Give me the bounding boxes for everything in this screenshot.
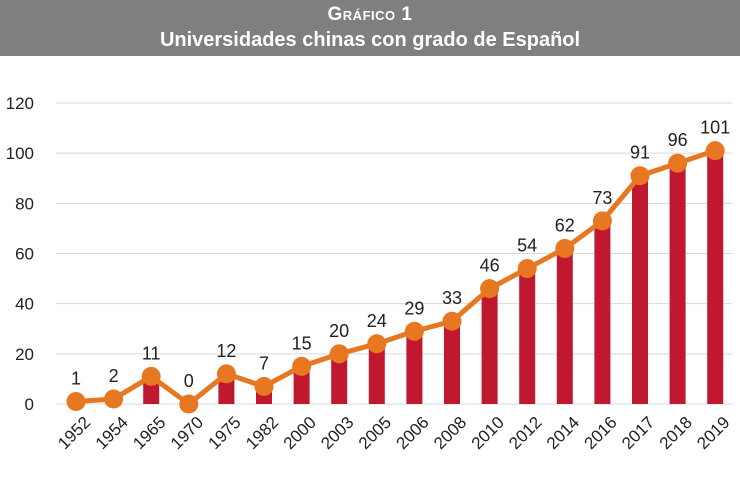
- x-tick-label: 2000: [280, 413, 320, 453]
- x-tick-label: 2012: [505, 413, 545, 453]
- bar: [707, 150, 724, 404]
- bar: [406, 331, 423, 404]
- data-point: [592, 211, 612, 231]
- x-tick-label: 1952: [54, 413, 94, 453]
- data-label: 15: [292, 333, 312, 353]
- x-tick-label: 2014: [543, 413, 583, 453]
- y-tick-label: 120: [6, 94, 34, 113]
- bar: [481, 288, 498, 404]
- data-label: 101: [700, 118, 730, 138]
- x-tick-label: 1975: [205, 413, 245, 453]
- y-tick-label: 0: [25, 395, 34, 414]
- data-point: [404, 321, 424, 341]
- data-label: 12: [216, 341, 236, 361]
- bar: [669, 163, 686, 404]
- bar: [519, 268, 536, 404]
- x-tick-label: 1954: [92, 413, 132, 453]
- data-point: [480, 279, 500, 299]
- grid-lines: [56, 102, 732, 405]
- x-tick-label: 2006: [393, 413, 433, 453]
- data-label: 62: [555, 215, 575, 235]
- chart-title: Universidades chinas con grado de Españo…: [159, 29, 581, 51]
- x-tick-label: 1970: [167, 413, 207, 453]
- data-label: 46: [480, 256, 500, 276]
- x-tick-label: 2018: [656, 413, 696, 453]
- bar: [368, 343, 385, 404]
- data-point: [254, 376, 274, 396]
- bar: [632, 175, 648, 404]
- y-tick-label: 60: [15, 245, 34, 264]
- y-tick-label: 80: [15, 194, 34, 213]
- data-point: [292, 356, 312, 376]
- x-tick-label: 2003: [317, 413, 357, 453]
- x-tick-label: 1982: [242, 413, 282, 453]
- bar: [556, 248, 573, 404]
- data-label: 24: [367, 311, 387, 331]
- data-label: 11: [142, 343, 161, 363]
- x-tick-label: 2005: [355, 413, 395, 453]
- bar: [293, 366, 310, 404]
- data-point: [630, 166, 650, 186]
- data-point: [442, 311, 462, 331]
- data-point: [517, 259, 537, 279]
- bar: [594, 220, 611, 404]
- y-axis-ticks: 0 20 40 60 80 100 120: [6, 94, 34, 414]
- x-tick-label: 2010: [468, 413, 508, 453]
- bar: [331, 353, 348, 404]
- y-tick-label: 100: [6, 144, 34, 163]
- data-label: 96: [668, 130, 688, 150]
- data-point: [367, 334, 387, 354]
- data-label: 1: [71, 368, 81, 388]
- bar-series: [68, 150, 724, 404]
- data-label: 29: [404, 298, 424, 318]
- data-label: 0: [184, 371, 194, 391]
- line-series: [75, 148, 716, 407]
- data-point: [705, 141, 725, 161]
- data-label: 33: [442, 288, 462, 308]
- data-point: [179, 394, 199, 414]
- x-tick-label: 2019: [693, 413, 733, 453]
- data-label: 20: [329, 321, 349, 341]
- data-point: [329, 344, 349, 364]
- y-tick-label: 40: [15, 295, 34, 314]
- line-points: [66, 141, 725, 414]
- data-label: 73: [592, 188, 612, 208]
- series-line: [75, 148, 716, 407]
- data-label: 54: [517, 236, 537, 256]
- x-axis-ticks: 1952195419651970197519822000200320052006…: [54, 413, 733, 453]
- chart-header: Gráfico 1 Universidades chinas con grado…: [0, 0, 740, 56]
- x-tick-label: 2017: [618, 413, 658, 453]
- bar: [444, 321, 460, 404]
- y-tick-label: 20: [15, 345, 34, 364]
- chart-kicker: Gráfico 1: [327, 4, 413, 25]
- data-point: [141, 366, 161, 386]
- x-tick-label: 2008: [430, 413, 470, 453]
- data-point: [555, 238, 575, 258]
- x-tick-label: 1965: [129, 413, 169, 453]
- data-point: [216, 364, 236, 384]
- data-point: [668, 153, 688, 173]
- data-point: [66, 391, 86, 411]
- data-label: 7: [259, 353, 269, 373]
- x-tick-label: 2016: [581, 413, 621, 453]
- data-point: [104, 389, 124, 409]
- data-label: 2: [109, 366, 119, 386]
- data-label: 91: [630, 143, 650, 163]
